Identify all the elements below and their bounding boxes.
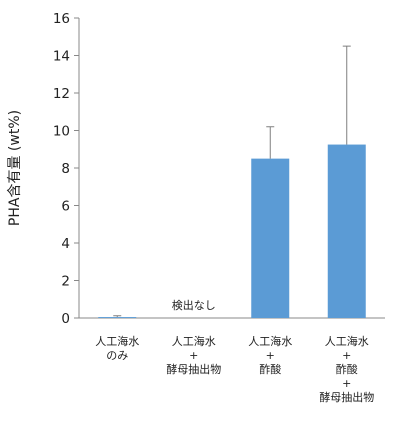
category-label: + — [342, 349, 351, 362]
category-label: 人工海水 — [172, 334, 216, 348]
category-label: のみ — [106, 349, 128, 362]
y-tick-label: 8 — [61, 161, 70, 177]
y-tick-label: 2 — [61, 274, 70, 290]
annotations: 検出なし — [172, 298, 216, 312]
error-bars — [113, 45, 351, 318]
bars — [98, 144, 366, 318]
y-tick-labels: 0 2 4 6 8 10 12 14 16 — [53, 11, 70, 327]
bar — [98, 317, 137, 318]
y-tick-label: 16 — [53, 11, 70, 27]
category-label: + — [189, 349, 198, 362]
y-tick-label: 14 — [53, 49, 70, 65]
category-label: 人工海水 — [248, 334, 292, 348]
category-label: 酵母抽出物 — [319, 390, 374, 404]
y-axis-title: PHA含有量 (wt%) — [7, 110, 23, 226]
category-label: 酵母抽出物 — [166, 362, 221, 376]
y-tick-label: 12 — [53, 86, 70, 102]
category-label: + — [342, 377, 351, 390]
category-label: + — [266, 349, 275, 362]
category-label: 酢酸 — [259, 362, 281, 376]
y-tick-label: 4 — [61, 236, 70, 252]
bar — [251, 158, 290, 318]
category-label: 酢酸 — [336, 362, 358, 376]
y-tick-label: 6 — [61, 199, 70, 215]
annotation-label: 検出なし — [172, 298, 216, 312]
y-tick-label: 10 — [53, 124, 70, 140]
category-label: 人工海水 — [95, 334, 139, 348]
bar — [327, 144, 366, 318]
y-tick-label: 0 — [61, 311, 70, 327]
category-label: 人工海水 — [325, 334, 369, 348]
